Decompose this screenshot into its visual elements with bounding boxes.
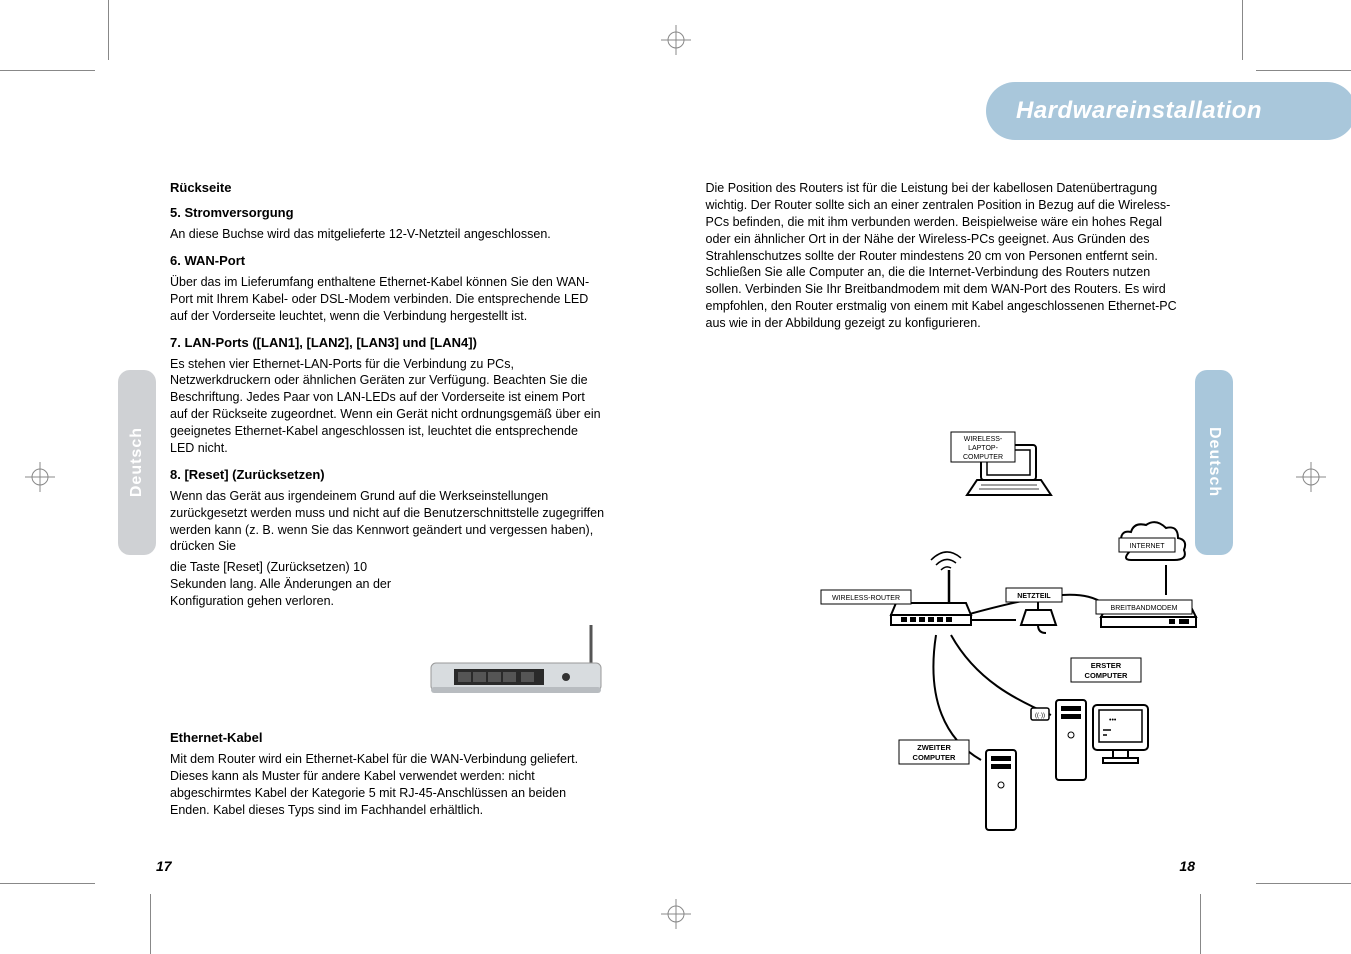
left-page: Rückseite 5. Stromversorgung An diese Bu…: [0, 0, 676, 954]
right-page: Hardwareinstallation Die Position des Ro…: [676, 0, 1351, 954]
diagram-label-netzteil: NETZTEIL: [1017, 593, 1051, 600]
sec5-text: An diese Buchse wird das mitgelieferte 1…: [170, 226, 606, 243]
sec7-text: Es stehen vier Ethernet-LAN-Ports für di…: [170, 356, 606, 457]
network-diagram: WIRELESS- LAPTOP- COMPUTER INTERNET: [796, 420, 1236, 840]
svg-text:•••: •••: [1109, 717, 1117, 724]
header-pill: Hardwareinstallation: [986, 82, 1351, 140]
sec8-title: 8. [Reset] (Zurücksetzen): [170, 467, 606, 482]
ethernet-title: Ethernet-Kabel: [170, 730, 606, 745]
diagram-label-laptop-3: COMPUTER: [962, 454, 1002, 461]
sec7-title: 7. LAN-Ports ([LAN1], [LAN2], [LAN3] und…: [170, 335, 606, 350]
diagram-label-internet: INTERNET: [1129, 543, 1165, 550]
heading-rueckseite: Rückseite: [170, 180, 606, 195]
diagram-label-router: WIRELESS-ROUTER: [831, 595, 899, 602]
diagram-label-modem: BREITBANDMODEM: [1110, 605, 1177, 612]
sec5-title: 5. Stromversorgung: [170, 205, 606, 220]
sec8-text-a: Wenn das Gerät aus irgendeinem Grund auf…: [170, 488, 606, 556]
page-number-right: 18: [1179, 858, 1195, 874]
page-number-left: 17: [156, 858, 172, 874]
diagram-label-laptop-1: WIRELESS-: [963, 436, 1002, 443]
router-rear-image: [426, 625, 606, 705]
sec8-text-b: die Taste [Reset] (Zurücksetzen) 10 Seku…: [170, 559, 410, 610]
diagram-label-pc1-2: COMPUTER: [1084, 671, 1128, 680]
svg-text:((·)): ((·)): [1035, 713, 1045, 719]
diagram-label-pc2-1: ZWEITER: [917, 743, 951, 752]
diagram-label-laptop-2: LAPTOP-: [968, 445, 998, 452]
ethernet-text: Mit dem Router wird ein Ethernet-Kabel f…: [170, 751, 606, 819]
intro-text: Die Position des Routers ist für die Lei…: [706, 180, 1182, 332]
diagram-label-pc2-2: COMPUTER: [912, 753, 956, 762]
header-title: Hardwareinstallation: [1016, 97, 1262, 125]
sec6-text: Über das im Lieferumfang enthaltene Ethe…: [170, 274, 606, 325]
sec6-title: 6. WAN-Port: [170, 253, 606, 268]
diagram-label-pc1-1: ERSTER: [1090, 661, 1121, 670]
